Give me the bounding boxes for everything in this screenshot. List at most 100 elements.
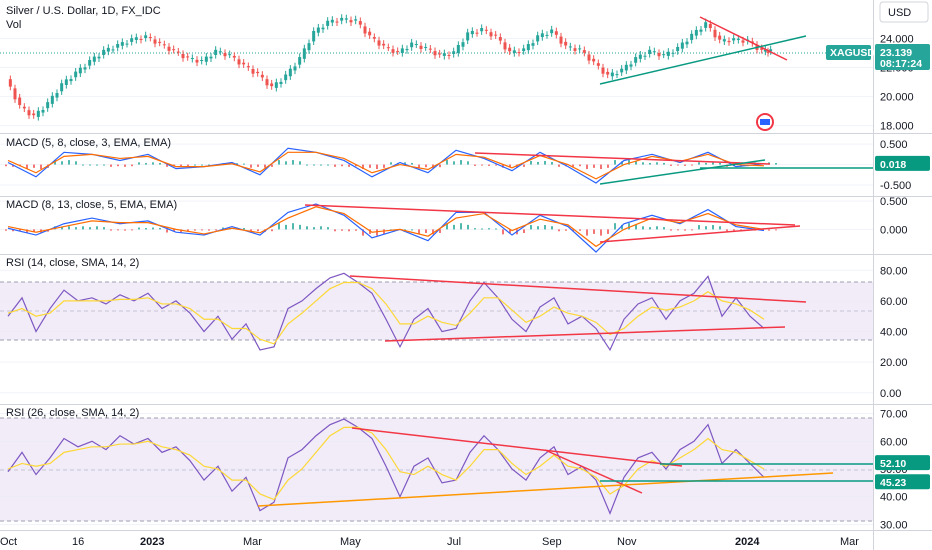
histogram-bar [411, 162, 413, 165]
histogram-bar [467, 224, 469, 230]
volume-label: Vol [6, 19, 21, 31]
histogram-bar [663, 162, 665, 165]
candle-body [414, 44, 418, 46]
candle-body [498, 37, 502, 41]
candle-body [200, 59, 204, 61]
candle-body [391, 49, 395, 53]
histogram-bar [61, 161, 63, 165]
currency-button-label[interactable]: USD [888, 7, 911, 19]
histogram-bar [586, 164, 588, 170]
histogram-bar [369, 229, 371, 234]
candles-layer [8, 14, 773, 121]
histogram-bar [537, 226, 539, 230]
candle-body [545, 34, 549, 36]
histogram-bar [495, 228, 497, 230]
candle-body [741, 40, 745, 43]
candle-body [60, 83, 64, 92]
histogram-bar [355, 164, 357, 167]
histogram-bar [117, 229, 119, 231]
candle-body [410, 42, 414, 48]
histogram-bar [446, 223, 448, 230]
y-tick-label: 40.00 [880, 492, 908, 504]
candle-body [148, 37, 152, 39]
candle-body [512, 50, 516, 54]
histogram-bar [187, 229, 189, 232]
rsi-26-layer [7, 418, 765, 515]
y-tick-label: -0.500 [880, 180, 911, 192]
candle-body [251, 69, 255, 74]
histogram-bar [5, 229, 7, 231]
histogram-bar [495, 164, 497, 166]
candle-body [36, 110, 40, 117]
histogram-bar [166, 229, 168, 233]
candle-body [116, 44, 120, 48]
candle-body [461, 42, 465, 47]
candle-body [74, 71, 78, 78]
candle-body [340, 17, 344, 21]
candle-body [727, 40, 731, 43]
candle-body [405, 48, 409, 51]
candle-body [274, 82, 278, 88]
candle-body [307, 43, 311, 51]
candle-body [456, 44, 460, 54]
candle-body [690, 33, 694, 40]
candle-body [120, 42, 124, 46]
histogram-bar [691, 164, 693, 166]
candle-body [540, 33, 544, 38]
histogram-bar [327, 227, 329, 230]
histogram-bar [236, 163, 238, 165]
histogram-bar [712, 225, 714, 230]
histogram-bar [474, 164, 476, 166]
candle-body [326, 20, 330, 26]
candle-body [564, 41, 568, 46]
histogram-bar [726, 229, 728, 232]
candle-body [27, 110, 31, 116]
series-0 [7, 147, 765, 184]
candle-body [694, 29, 698, 36]
histogram-bar [698, 225, 700, 230]
candle-body [298, 57, 302, 65]
histogram-bar [96, 164, 98, 166]
currency-button[interactable]: USD [879, 1, 929, 23]
rsi-14-layer [7, 272, 765, 352]
candle-body [447, 54, 451, 56]
candle-body [657, 53, 661, 57]
histogram-bar [579, 229, 581, 231]
y-tick-label: 30.00 [880, 519, 908, 531]
histogram-bar [628, 223, 630, 230]
candle-body [172, 49, 176, 51]
histogram-bar [159, 162, 161, 165]
candle-body [344, 18, 348, 20]
histogram-bar [467, 161, 469, 165]
histogram-bar [649, 162, 651, 165]
candle-body [144, 35, 148, 39]
histogram-bar [362, 229, 364, 236]
histogram-bar [593, 164, 595, 168]
candle-body [578, 48, 582, 50]
candle-body [260, 74, 264, 78]
candle-body [223, 53, 227, 57]
x-tick-label: Nov [617, 536, 637, 548]
histogram-bar [26, 164, 28, 170]
economic-event-icon[interactable] [756, 113, 774, 131]
histogram-bar [551, 226, 553, 230]
candle-body [433, 51, 437, 56]
histogram-bar [138, 227, 140, 230]
histogram-bar [537, 161, 539, 165]
histogram-bar [712, 162, 714, 165]
candle-body [662, 54, 666, 56]
histogram-bar [250, 164, 252, 168]
histogram-bar [439, 164, 441, 168]
y-tick-label: 40.00 [880, 327, 908, 339]
candle-body [760, 48, 764, 50]
histogram-bar [775, 229, 777, 231]
candle-body [55, 93, 59, 98]
histogram-bar [313, 164, 315, 166]
candle-body [316, 27, 320, 33]
series-1 [7, 151, 765, 180]
macd2-trend-up [599, 225, 801, 243]
candle-body [41, 109, 45, 113]
candle-body [158, 41, 162, 43]
candle-body [218, 51, 222, 53]
